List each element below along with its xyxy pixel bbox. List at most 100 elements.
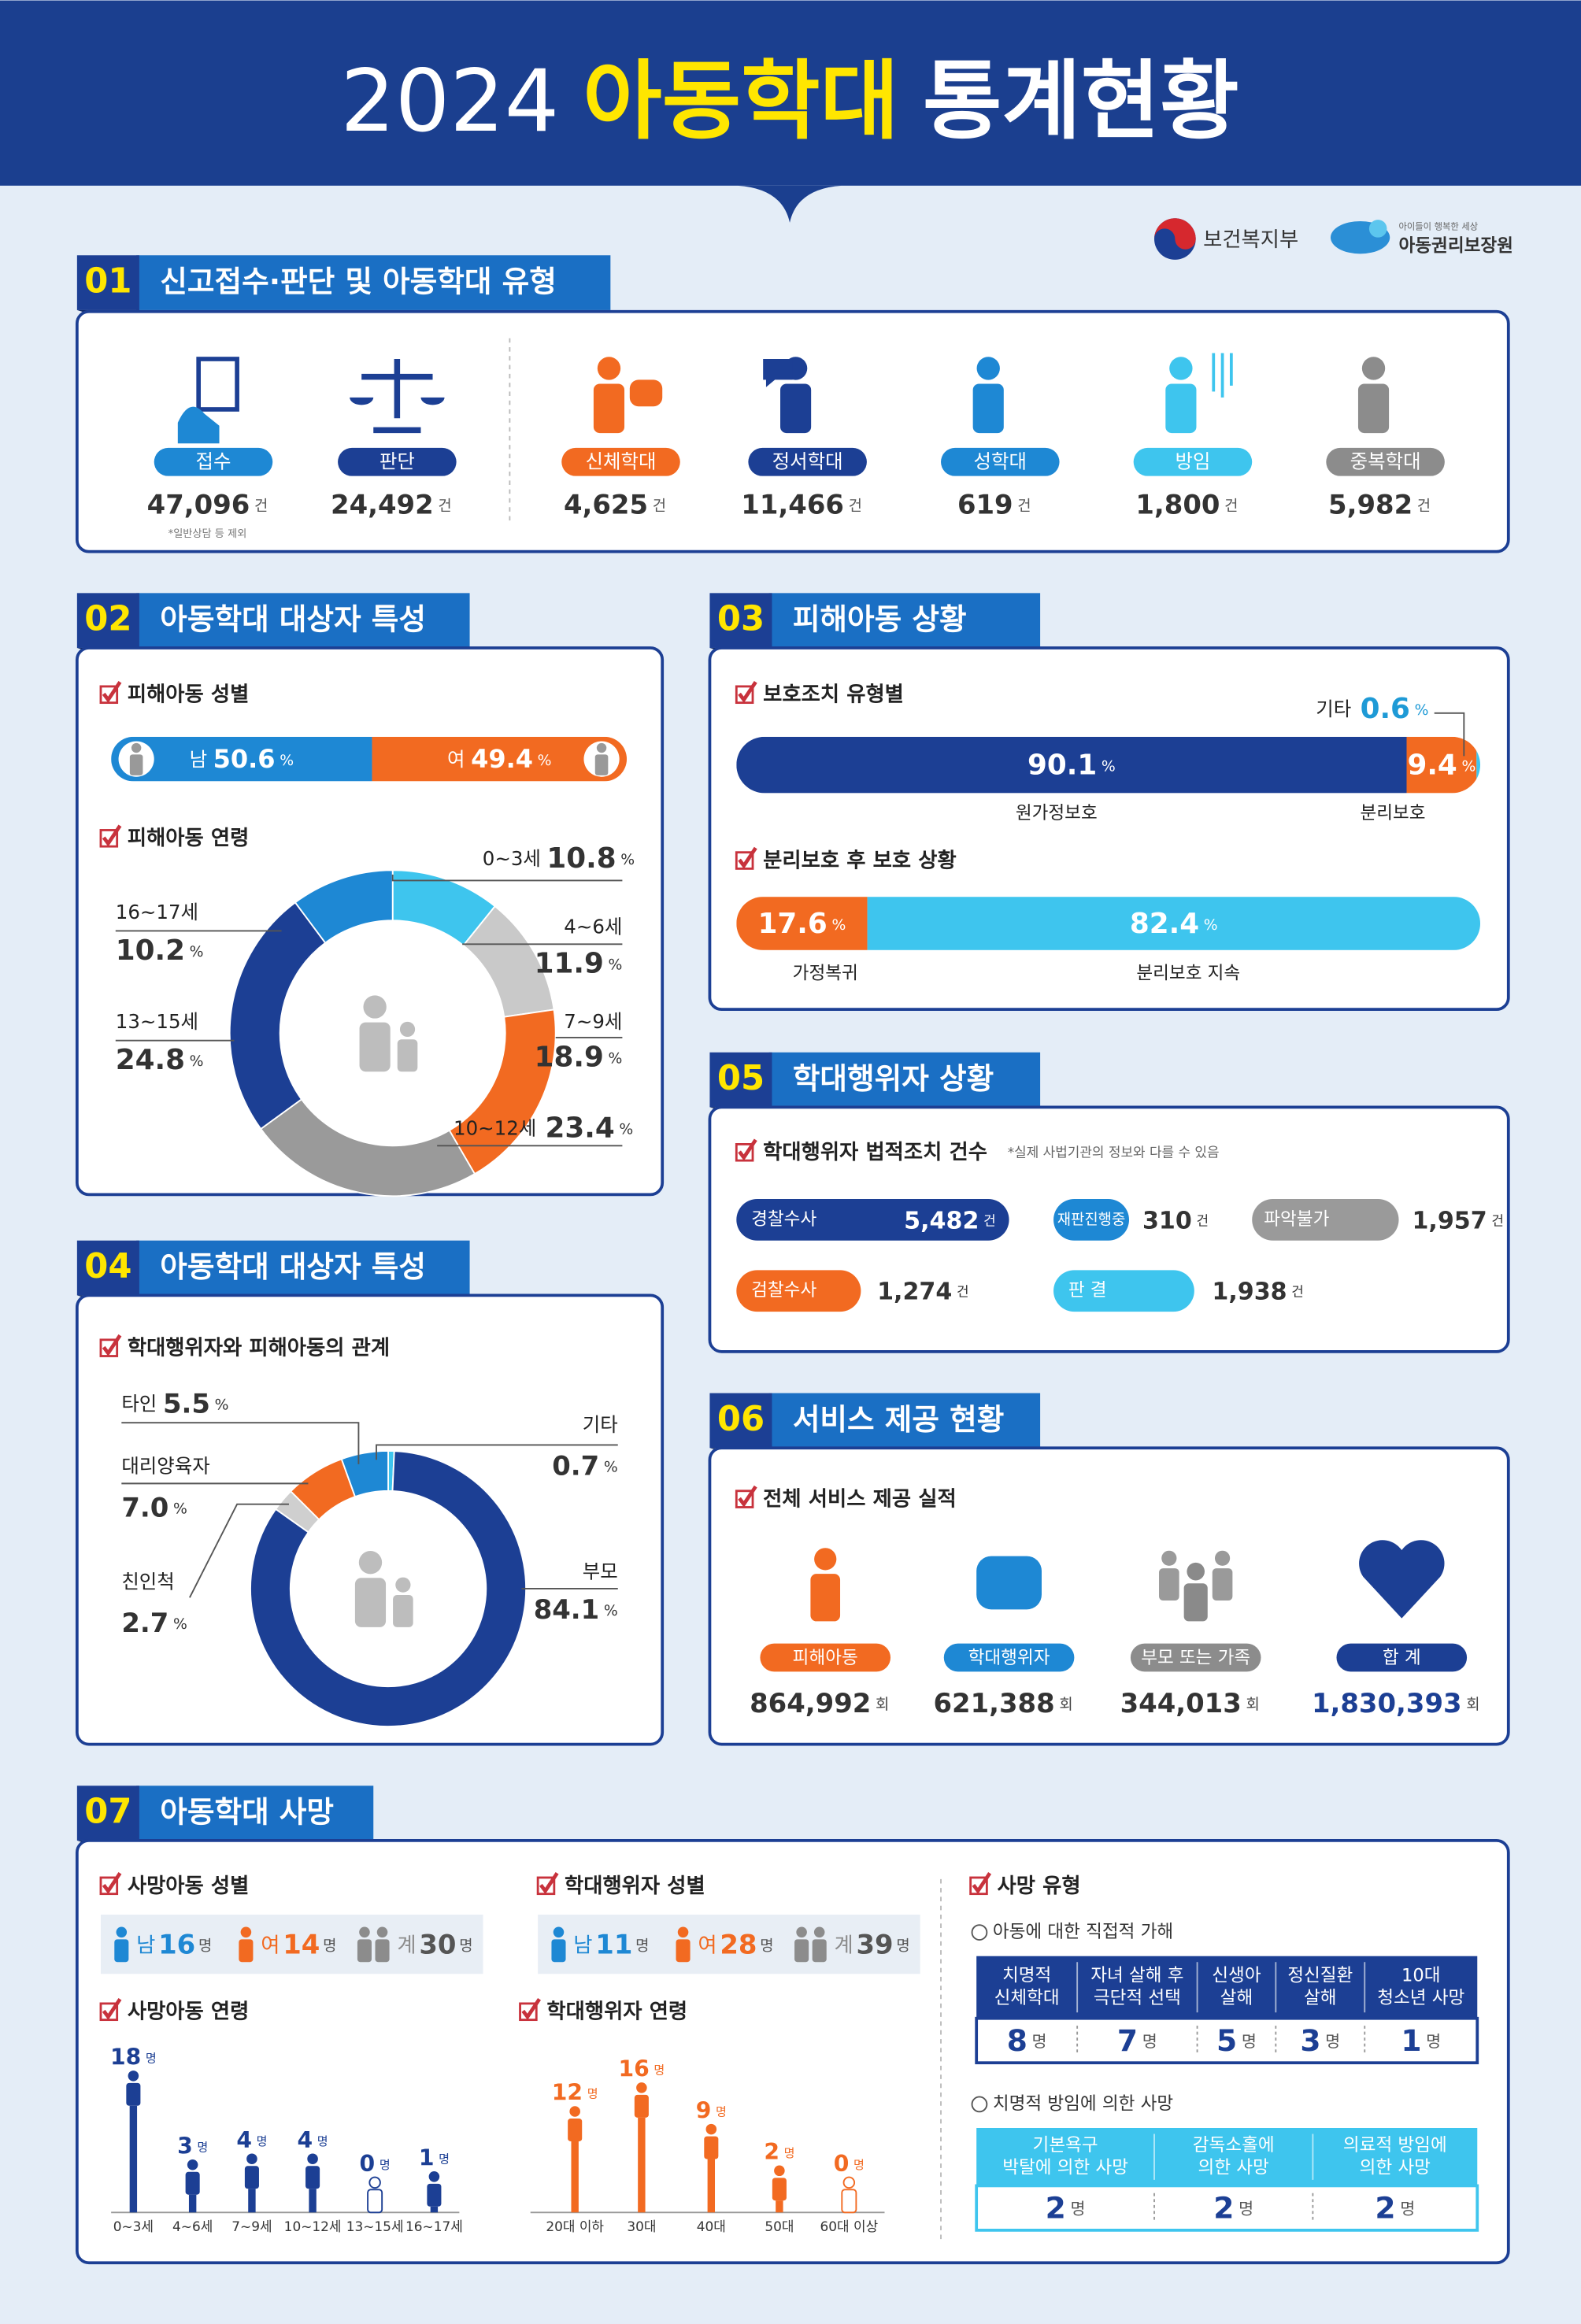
value-label: 계 39 명 [835, 1929, 910, 1959]
value: 4 [298, 2127, 313, 2153]
type-pill [338, 447, 457, 476]
person-icon [185, 2159, 200, 2195]
value: 9.4 [1407, 749, 1457, 782]
value: 90.1 [1027, 749, 1097, 782]
check-box [735, 1143, 754, 1162]
section-number-box [709, 593, 772, 648]
value: 7 [1117, 2022, 1138, 2057]
service-pill [1336, 1643, 1468, 1672]
unit: 건 [849, 497, 862, 514]
value: 1,274 [877, 1278, 952, 1305]
person-body [772, 2178, 787, 2201]
value: 16 [618, 2056, 649, 2082]
value: 2 [1046, 2190, 1066, 2225]
check-box [99, 1876, 119, 1896]
type-label: 중복학대 [1350, 450, 1421, 473]
sub-heading: 분리보호 후 보호 상황 [763, 849, 956, 872]
person-icon [812, 1926, 827, 1963]
value: 24.8 [116, 1044, 185, 1076]
agency-tagline: 아이들이 행복한 세상 [1399, 222, 1479, 232]
person-icon [305, 2153, 320, 2189]
column-label: 의한 사망 [1198, 2157, 1269, 2178]
person-icon [772, 2165, 787, 2201]
bar [248, 2189, 256, 2213]
value: 0 [834, 2151, 850, 2177]
value-label: 1,800 건 [1135, 489, 1238, 520]
value: 1,830,393 [1312, 1687, 1462, 1718]
column-label: 신생아 [1212, 1966, 1261, 1986]
person-body [427, 2183, 442, 2207]
value: 명 [635, 1937, 649, 1954]
person-head [842, 2176, 856, 2189]
value: 남 [573, 1934, 592, 1957]
check-box [536, 1876, 556, 1896]
person-icon [397, 1021, 418, 1072]
table-row [975, 2184, 1479, 2232]
segment-name: 0~3세 [483, 847, 541, 870]
value-label: 90.1% [1027, 749, 1116, 782]
column-label: 의료적 방임에 [1343, 2135, 1447, 2156]
ministry-emblem-red [1154, 218, 1196, 250]
section-number-box [709, 1052, 772, 1108]
column-label: 정신질환 [1287, 1966, 1353, 1986]
service-pill [760, 1643, 891, 1672]
value: 3 [1300, 2022, 1320, 2057]
hand-icon [177, 406, 220, 444]
person-icon [634, 2082, 649, 2118]
hit-icon [629, 379, 663, 407]
person-body [568, 2119, 583, 2141]
section-number: 06 [717, 1400, 765, 1439]
x-tick-label: 10~12세 [284, 2219, 342, 2234]
type-icon [763, 357, 812, 434]
value: 4 [236, 2127, 252, 2153]
value: 11.9 [535, 948, 604, 980]
type-label: 방임 [1175, 450, 1210, 473]
header-notch [738, 185, 842, 223]
value: 1,938 [1212, 1278, 1287, 1305]
value: 1,957 [1412, 1207, 1487, 1234]
person-body [1357, 383, 1390, 434]
unit: 명 [380, 2158, 391, 2172]
action-pill [736, 1199, 1009, 1241]
check-box [99, 1338, 119, 1357]
value: 84.1 [534, 1594, 600, 1625]
value: 1 [1401, 2022, 1421, 2057]
x-tick-label: 16~17세 [405, 2219, 463, 2234]
value-label: 47,096 건 [147, 489, 268, 520]
value-label: 1,938 건 [1212, 1278, 1303, 1305]
x-tick-label: 7~9세 [231, 2219, 272, 2234]
leader-line [391, 874, 623, 882]
person-icon [393, 1577, 413, 1627]
person-head [363, 995, 387, 1019]
column-label: 극단적 선택 [1094, 1988, 1181, 2008]
value-label: 여 14 명 [261, 1929, 336, 1959]
unit: 건 [1224, 497, 1238, 514]
value: 5,482 [904, 1207, 979, 1234]
value: 10.2 [116, 934, 185, 967]
value: 여 [698, 1934, 716, 1957]
person-icon [359, 995, 391, 1072]
check-mark [738, 1138, 757, 1161]
segment-name: 16~17세 [116, 901, 198, 923]
check-box [735, 685, 754, 705]
value: 39 [857, 1929, 894, 1959]
value-label: 4,625 건 [564, 489, 666, 520]
x-tick-label: 30대 [627, 2219, 656, 2234]
person-icon [794, 1926, 809, 1963]
person-head [395, 1577, 411, 1593]
note: *일반상담 등 제외 [168, 527, 247, 540]
value-label: 1,957 건 [1412, 1207, 1503, 1234]
segment-name: 7~9세 [564, 1010, 622, 1033]
person-body [114, 1939, 129, 1963]
segment-name: 대리양육자 [121, 1455, 210, 1478]
unit: 명 [784, 2145, 795, 2159]
value: 1,800 [1135, 489, 1220, 520]
value: 864,992 [750, 1687, 871, 1718]
unit: % [173, 1501, 187, 1517]
person-icon [357, 1926, 372, 1963]
value: 여 [447, 748, 465, 771]
check-mark [102, 1997, 122, 2020]
